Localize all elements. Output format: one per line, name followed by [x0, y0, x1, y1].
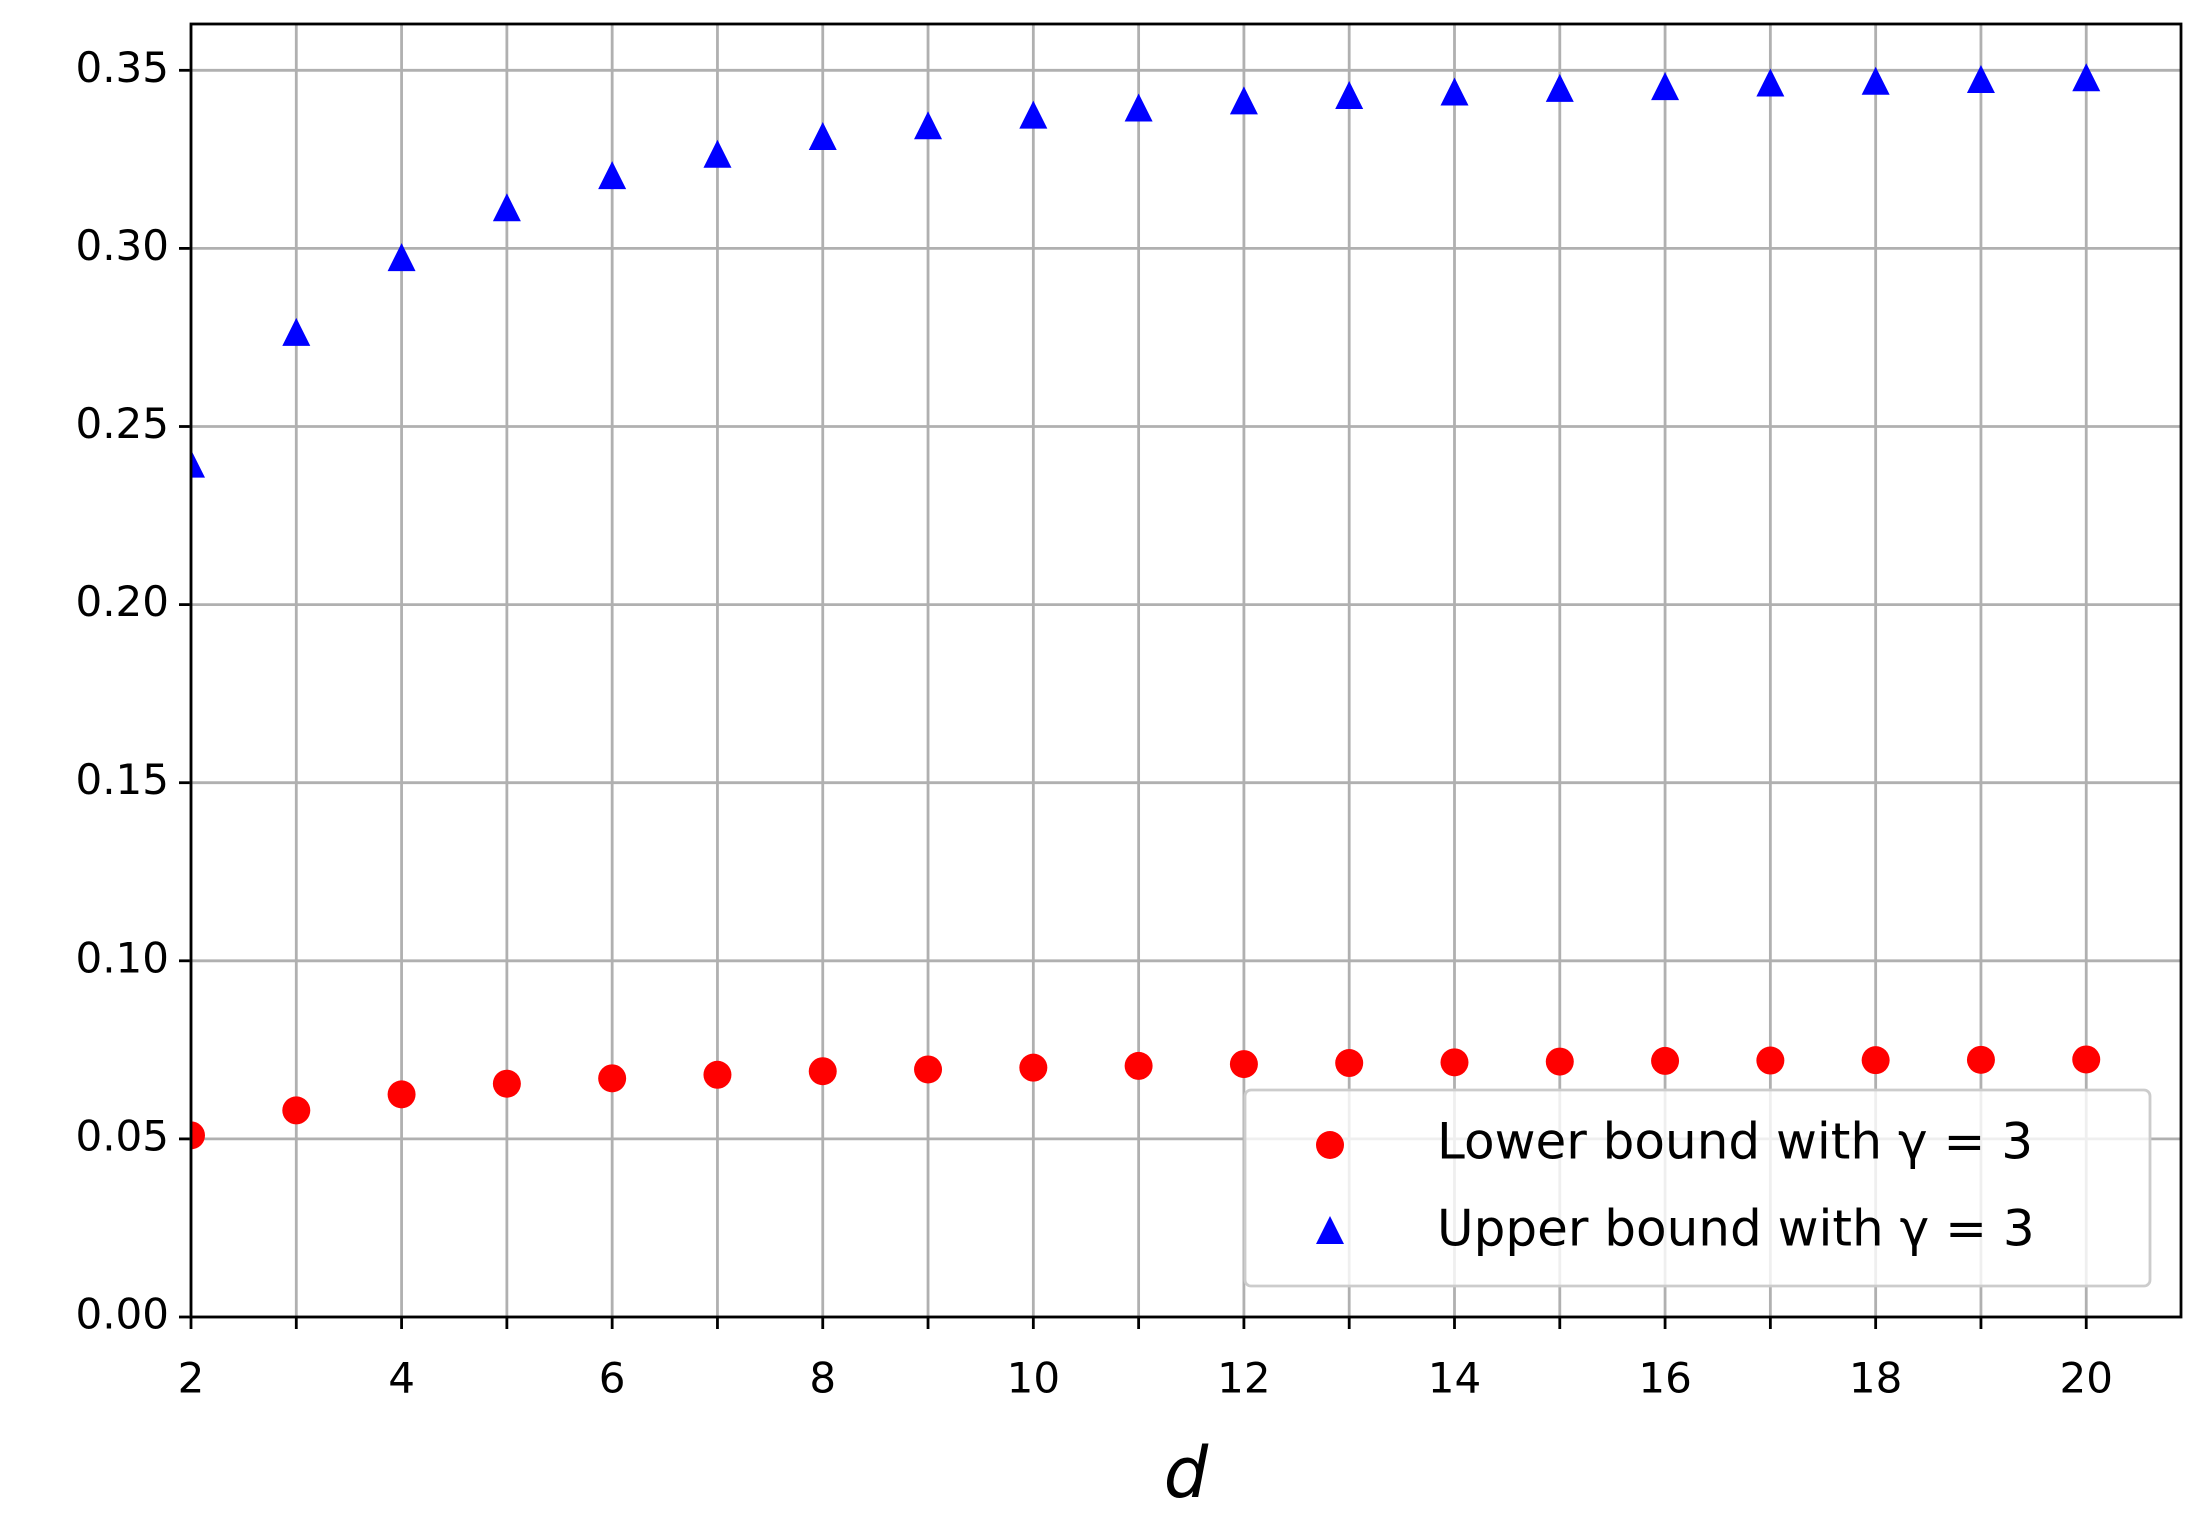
triangle-marker: [1124, 93, 1153, 122]
triangle-marker: [914, 111, 943, 140]
circle-marker: [1019, 1053, 1048, 1082]
triangle-marker: [2072, 63, 2101, 92]
x-tick-label: 20: [2060, 1354, 2113, 1403]
triangle-marker: [1019, 100, 1048, 129]
y-tick-label: 0.30: [75, 221, 169, 270]
x-axis-label: d: [1164, 1432, 1209, 1514]
legend-marker: [1316, 1131, 1344, 1159]
triangle-marker: [1229, 86, 1258, 115]
triangle-marker: [492, 193, 521, 222]
circle-marker: [1335, 1049, 1364, 1078]
circle-marker: [914, 1055, 943, 1084]
triangle-marker: [598, 161, 627, 190]
circle-marker: [1861, 1046, 1890, 1075]
triangle-marker: [1756, 68, 1785, 97]
circle-marker: [1440, 1048, 1469, 1077]
circle-marker: [598, 1064, 627, 1093]
circle-marker: [1966, 1045, 1995, 1074]
y-tick-label: 0.25: [75, 399, 169, 448]
circle-marker: [703, 1060, 732, 1089]
x-tick-label: 6: [599, 1354, 626, 1403]
x-tick-label: 16: [1638, 1354, 1691, 1403]
circle-marker: [1756, 1046, 1785, 1075]
x-tick-label: 12: [1217, 1354, 1270, 1403]
y-tick-label: 0.20: [75, 577, 169, 626]
triangle-marker: [1545, 73, 1574, 102]
circle-marker: [1545, 1047, 1574, 1076]
triangle-marker: [1335, 81, 1364, 110]
legend-label: Upper bound with γ = 3: [1437, 1200, 2035, 1258]
circle-marker: [492, 1069, 521, 1098]
legend-box: [1243, 1088, 2152, 1288]
triangle-marker: [191, 449, 205, 478]
triangle-marker: [1651, 72, 1680, 101]
triangle-marker: [703, 139, 732, 168]
x-tick-label: 18: [1849, 1354, 1902, 1403]
legend-label: Lower bound with γ = 3: [1437, 1113, 2033, 1171]
y-tick-label: 0.35: [75, 43, 169, 92]
x-tick-label: 2: [178, 1354, 205, 1403]
circle-marker: [387, 1080, 416, 1109]
plot-area: [191, 63, 2101, 1150]
circle-marker: [1124, 1051, 1153, 1080]
legend-marker: [1316, 1216, 1344, 1244]
y-tick-label: 0.00: [75, 1290, 169, 1339]
triangle-marker: [387, 243, 416, 272]
triangle-marker: [1440, 77, 1469, 106]
triangle-marker: [808, 121, 837, 150]
circle-marker: [282, 1096, 311, 1125]
axes-frame: [189, 22, 2183, 1319]
circle-marker: [191, 1121, 205, 1150]
circle-marker: [1651, 1046, 1680, 1075]
circle-marker: [1229, 1050, 1258, 1079]
triangle-marker: [1861, 66, 1890, 95]
triangle-marker: [1966, 64, 1995, 93]
x-tick-label: 10: [1007, 1354, 1060, 1403]
x-tick-label: 4: [388, 1354, 415, 1403]
x-tick-label: 14: [1428, 1354, 1481, 1403]
y-tick-label: 0.15: [75, 755, 169, 804]
circle-marker: [808, 1057, 837, 1086]
y-tick-label: 0.05: [75, 1111, 169, 1160]
circle-marker: [2072, 1045, 2101, 1074]
y-tick-label: 0.10: [75, 933, 169, 982]
triangle-marker: [282, 317, 311, 346]
x-tick-label: 8: [809, 1354, 836, 1403]
